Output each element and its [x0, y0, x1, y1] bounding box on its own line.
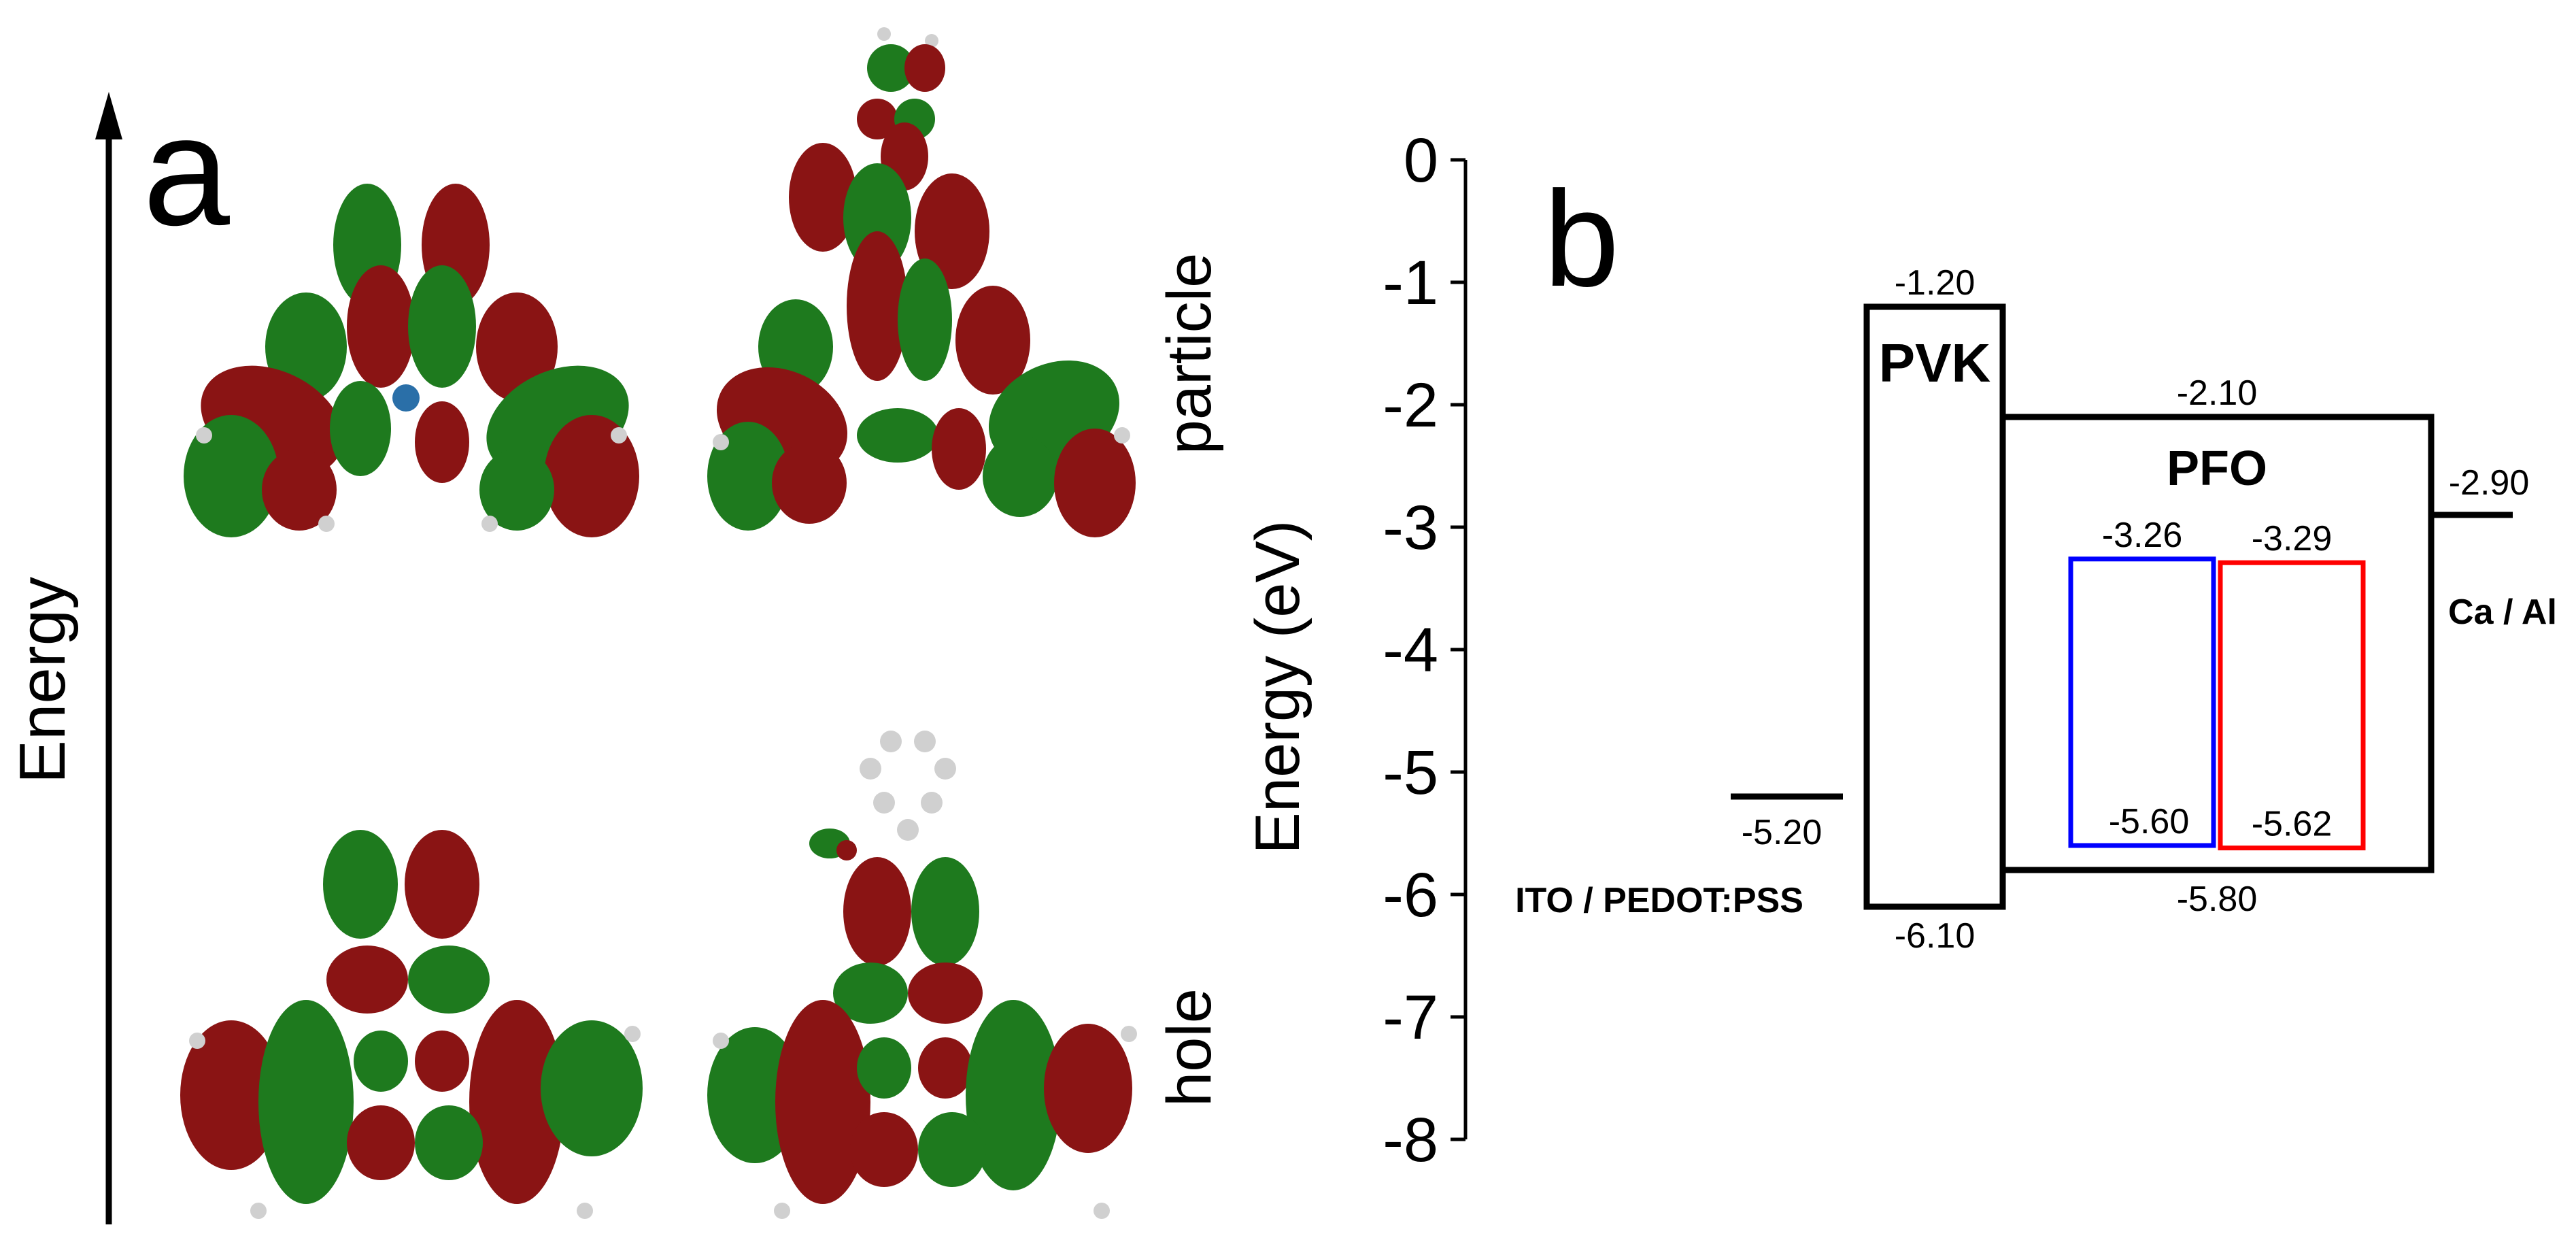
- pfo-box: [1999, 414, 2435, 873]
- y-tick-label: -7: [1383, 983, 1438, 1052]
- cathode-label: Ca / Al: [2448, 592, 2557, 632]
- y-tick-label: -5: [1383, 738, 1438, 807]
- dopant-blue-lumo-value: -3.26: [2102, 516, 2183, 555]
- dopant-blue-homo-value: -5.60: [2109, 802, 2190, 841]
- panel-a: Energy a particle hole: [6, 27, 1224, 1224]
- y-tick-label: -3: [1383, 493, 1438, 563]
- orbital-image-hole-1: [180, 830, 643, 1219]
- ito-level-value: -5.20: [1742, 813, 1823, 852]
- y-tick-label: -4: [1383, 616, 1438, 685]
- energy-arrow-head: [95, 92, 122, 139]
- dopant-red-lumo-value: -3.29: [2252, 519, 2333, 558]
- y-tick-label: -8: [1383, 1105, 1438, 1175]
- y-axis: 0 -1 -2 -3 -4 -5 -6 -7 -8: [1383, 126, 1468, 1175]
- orbital-image-particle-2: [707, 27, 1136, 537]
- dopant-red-homo-value: -5.62: [2252, 805, 2333, 844]
- pfo-lumo-value: -2.10: [2177, 373, 2258, 413]
- dopant-red-box: [2218, 560, 2366, 851]
- pfo-homo-value: -5.80: [2177, 880, 2258, 919]
- orbital-image-particle-1: [184, 184, 639, 537]
- dopant-blue-box: [2068, 556, 2216, 848]
- orbital-image-hole-2: [707, 731, 1137, 1219]
- panel-b: b Energy (eV) 0 -1 -2 -3 -4 -5 -6 -7 -8 -5.20 IT…: [1243, 126, 2557, 1175]
- ito-label: ITO / PEDOT:PSS: [1515, 881, 1803, 920]
- row-label-hole: hole: [1155, 988, 1224, 1107]
- y-tick-label: -1: [1383, 248, 1438, 318]
- y-tick-label: -6: [1383, 860, 1438, 930]
- panel-b-letter: b: [1544, 163, 1619, 315]
- row-label-particle: particle: [1155, 253, 1224, 455]
- cathode-level-value: -2.90: [2449, 463, 2530, 503]
- panel-a-letter: a: [143, 83, 230, 258]
- pvk-box: [1863, 303, 2006, 910]
- energy-axis-label: Energy: [6, 577, 79, 784]
- pfo-label: PFO: [2167, 441, 2267, 496]
- y-tick-label: 0: [1404, 126, 1438, 195]
- pvk-lumo-value: -1.20: [1895, 263, 1976, 303]
- y-axis-label: Energy (eV): [1243, 520, 1312, 854]
- pvk-homo-value: -6.10: [1895, 916, 1976, 956]
- y-tick-label: -2: [1383, 371, 1438, 440]
- pvk-label: PVK: [1879, 333, 1991, 393]
